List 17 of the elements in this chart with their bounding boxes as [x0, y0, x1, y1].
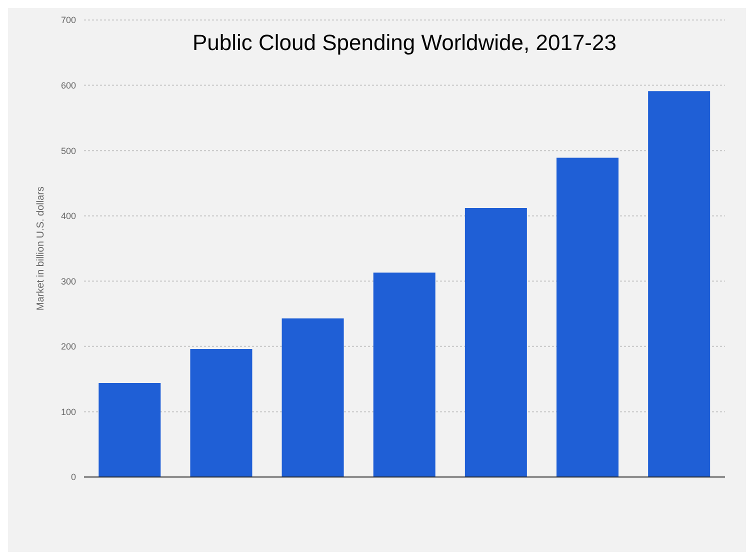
bar	[556, 158, 619, 477]
y-tick-label: 0	[70, 472, 76, 482]
bar	[373, 272, 436, 477]
y-tick-label: 700	[60, 15, 76, 26]
bar	[464, 208, 527, 477]
y-tick-label: 400	[60, 211, 76, 222]
bar	[98, 382, 161, 477]
y-tick-label: 200	[60, 342, 76, 352]
y-tick-label: 500	[60, 146, 76, 156]
y-tick-label: 600	[60, 80, 76, 90]
text: Public Cloud Spending Worldwide, 2017-23	[192, 30, 618, 56]
bar	[648, 91, 710, 477]
y-tick-label: 100	[60, 406, 76, 417]
y-axis-title: Market in billion U.S. dollars	[36, 186, 47, 310]
bar	[282, 318, 344, 477]
bar	[190, 349, 252, 477]
y-tick-label: 300	[60, 276, 76, 286]
